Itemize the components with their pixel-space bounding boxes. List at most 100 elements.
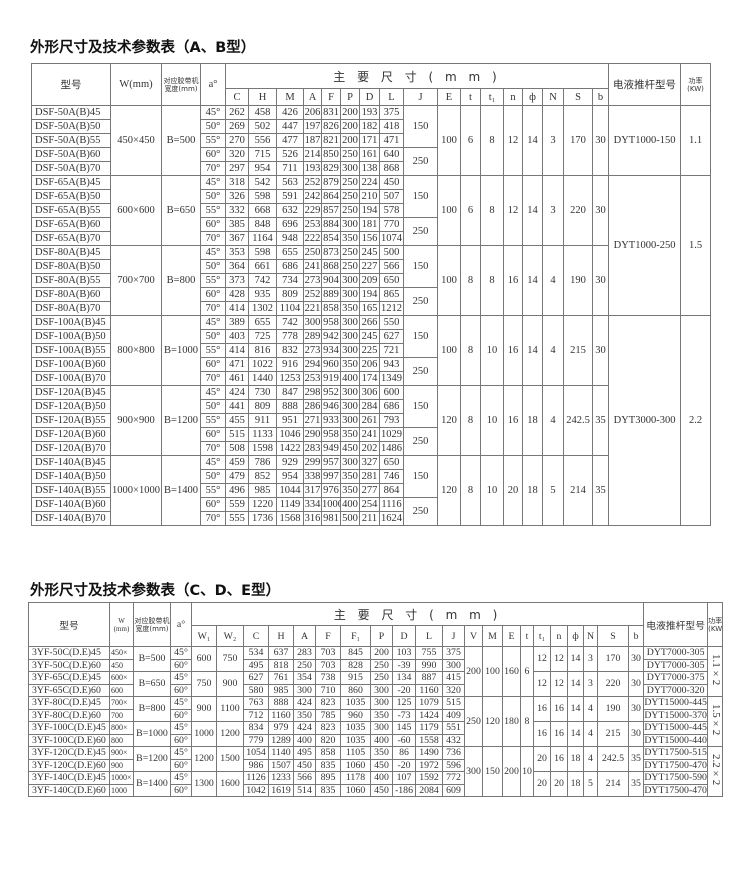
dimension-cell: 1422 [276,441,304,456]
angle-cell: 70° [200,441,226,456]
header-col-9: L [415,625,443,647]
table-row: DSF-120A(B)55 55° 455 911 951 271 933 300 261 793 [31,413,711,428]
header-col-14: N [542,88,564,106]
dimension-cell: 400 [370,771,393,785]
param-cell: 100 [437,175,461,246]
param-cell: 220 [597,671,629,697]
dimension-cell: 261 [359,413,380,428]
header-col-3: A [303,88,322,106]
param-cell: 12 [550,671,568,697]
dimension-cell: 1624 [379,511,404,526]
header-col-5: P [340,88,360,106]
j-cell: 150 [403,315,438,358]
model-cell: 3YF-100C(D.E)45 [28,721,110,735]
dimension-cell: 432 [442,733,465,747]
param-cell: 10 [480,385,504,456]
dimension-cell: 103 [392,646,416,660]
param-cell: 16 [533,721,551,747]
param-cell: 3 [542,105,564,176]
table-row: DSF-100A(B)50 50° 403 725 778 289 942 300 245 627 [31,329,711,344]
j-cell: 150 [403,385,438,428]
param-cell: 12 [550,646,568,672]
dimension-cell: 300 [370,683,393,697]
header-col-1: H [248,88,277,106]
dimension-cell: 952 [321,385,341,400]
dimension-cell: 284 [359,399,380,414]
angle-cell: 45° [200,105,226,120]
pusher-model-cell: DYT7000-305 [643,658,709,672]
power-cell: 1.5×2 [707,696,724,747]
dimension-cell: 904 [321,273,341,288]
dimension-cell: 424 [225,385,249,400]
angle-cell: 50° [200,469,226,484]
param-cell: 8 [480,245,504,316]
dimension-cell: 823 [315,696,341,710]
param-cell: 14 [522,175,543,246]
pusher-model-cell: DYT3000-300 [608,315,682,526]
width-cell: 800 [109,733,134,747]
dimension-cell: 194 [359,203,380,218]
dimension-cell: 526 [276,147,304,162]
dimension-cell: 271 [303,413,322,428]
param-cell: 30 [591,105,610,176]
model-cell: DSF-65A(B)70 [31,231,111,246]
power-cell: 2.2×2 [707,746,724,797]
dimension-cell: 1619 [268,783,294,797]
dimension-cell: 895 [315,771,341,785]
width-cell: 450 [109,658,134,672]
dimension-cell: 254 [359,497,380,512]
dimension-cell: 857 [321,203,341,218]
dimension-cell: 850 [321,147,341,162]
dimension-cell: 2084 [415,783,443,797]
dimension-cell: 637 [268,646,294,660]
param-cell: 18 [522,385,543,456]
param-cell: 170 [563,105,593,176]
power-cell: 1.1 [680,105,712,176]
param-cell: 14 [522,245,543,316]
vmet-cell: 160 [502,646,521,697]
param-cell: 4 [583,746,598,772]
model-cell: DSF-65A(B)55 [31,203,111,218]
dimension-cell: 300 [370,696,393,710]
dimension-cell: 273 [303,343,322,358]
dimension-cell: 566 [293,771,316,785]
dimension-cell: 290 [303,427,322,442]
dimension-cell: 985 [268,683,294,697]
dimension-cell: 1507 [268,758,294,772]
angle-cell: 60° [200,497,226,512]
dimension-cell: 632 [276,203,304,218]
dimension-cell: 831 [321,105,341,120]
angle-cell: 60° [200,217,226,232]
dimension-cell: 550 [379,315,404,330]
table-row: DSF-65A(B)45 600×600 B=650 45° 318 542 563 252 8… [31,175,712,316]
dimension-cell: 415 [442,671,465,685]
param-cell: 4 [583,696,598,722]
dimension-cell: 954 [248,161,277,176]
model-cell: DSF-80A(B)70 [31,301,111,316]
dimension-cell: 1149 [276,497,304,512]
w2-cell: 1100 [216,696,244,722]
dimension-cell: 134 [392,671,416,685]
dimension-cell: 281 [359,469,380,484]
table-row: DSF-120A(B)60 60° 515 1133 1046 290 958 350 241 1… [31,427,711,456]
header-col-10: t [460,88,481,106]
dimension-cell: 854 [321,231,341,246]
param-cell: 10 [480,315,504,386]
dimension-cell: 650 [379,273,404,288]
dimension-cell: 471 [225,357,249,372]
dimension-cell: 286 [303,399,322,414]
vmet-cell: 300 [464,746,483,797]
dimension-cell: 125 [392,696,416,710]
dimension-cell: 935 [248,287,277,302]
dimension-cell: 600 [379,385,404,400]
dimension-cell: 332 [225,203,249,218]
dimension-cell: 865 [379,287,404,302]
dimension-cell: 353 [225,245,249,260]
table-row: DSF-100A(B)70 70° 461 1440 1253 253 919 400 174 1… [31,371,711,386]
dimension-cell: 317 [303,483,322,498]
w1-cell: 1000 [191,721,217,747]
dimension-cell: 1233 [268,771,294,785]
dimension-cell: 1220 [248,497,277,512]
dimension-cell: 193 [359,105,380,120]
